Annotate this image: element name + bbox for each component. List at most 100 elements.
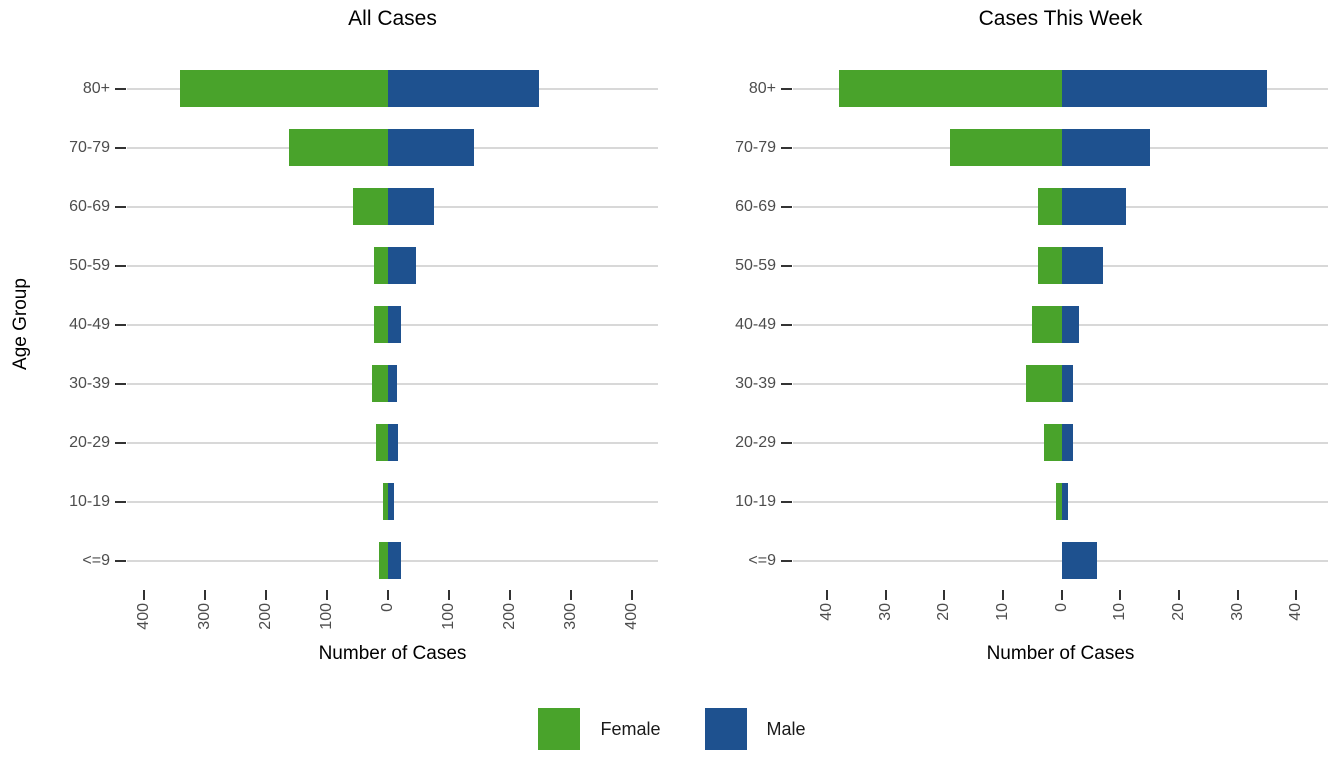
x-tick-label: 300 [562,603,580,630]
x-tick-mark [204,590,207,600]
legend-swatch-male [704,708,747,750]
x-tick-mark [1295,590,1298,600]
x-tick-mark [631,590,634,600]
bar-male-10-19 [1061,483,1068,520]
y-tick-mark [115,441,126,444]
y-tick-label: 70-79 [69,138,110,156]
y-axis-ticks-cases-this-week [781,59,792,590]
y-tick-label: 60-69 [69,197,110,215]
plot-area-cases-this-week [793,59,1328,590]
y-tick-label: 70-79 [735,138,776,156]
y-tick-mark [781,205,792,208]
x-tick-mark [1060,590,1063,600]
panel-title-all-cases: All Cases [348,7,437,30]
y-tick-mark [115,500,126,503]
y-tick-mark [115,87,126,90]
y-tick-label: 30-39 [69,374,110,392]
y-tick-mark [781,146,792,149]
y-tick-label: <=9 [82,551,110,569]
y-tick-label: 50-59 [735,256,776,274]
y-tick-mark [115,323,126,326]
x-tick-mark [1002,590,1004,600]
x-tick-mark [943,590,946,600]
y-axis-ticks-all-cases [115,59,126,590]
x-axis-ticks-cases-this-week [793,590,1328,600]
y-tick-label: 80+ [748,79,776,97]
bar-female-20-29 [376,424,389,461]
bar-female-70-79 [288,129,389,166]
bar-female-50-59 [373,247,389,284]
y-tick-mark [781,87,792,90]
y-tick-label: 80+ [82,79,110,97]
legend-item-male: Male [704,708,806,750]
bar-female-30-39 [372,365,389,402]
bar-female-10-19 [1055,483,1062,520]
bar-male-<=9 [1061,542,1097,579]
bar-male-<=9 [388,542,402,579]
bar-female-80+ [180,70,389,107]
y-tick-mark [781,264,792,267]
y-tick-mark [115,146,126,149]
bar-female-80+ [838,70,1062,107]
x-tick-label: 20 [935,603,953,621]
x-tick-mark [1236,590,1239,600]
bar-female-30-39 [1026,365,1062,402]
y-axis-labels-cases-this-week: 80+ 70-79 60-69 50-59 40-49 30-39 20-29 10-19 <=… [681,59,776,590]
x-tick-label: 400 [135,603,153,630]
y-tick-label: 30-39 [735,374,776,392]
y-tick-mark [115,264,126,267]
bar-female-20-29 [1044,424,1062,461]
bar-female-70-79 [950,129,1062,166]
y-axis-labels-all-cases: 80+ 70-79 60-69 50-59 40-49 30-39 20-29 10-19 <=… [15,59,110,590]
x-tick-label: 10 [1111,603,1129,621]
y-tick-label: 20-29 [735,433,776,451]
bar-male-70-79 [1061,129,1150,166]
panel-title-cases-this-week: Cases This Week [978,7,1143,30]
bar-male-20-29 [388,424,398,461]
x-tick-label: 300 [196,603,214,630]
bar-male-70-79 [388,129,474,166]
x-tick-label: 30 [876,603,894,621]
x-axis-ticks-all-cases [127,590,658,600]
y-tick-label: 50-59 [69,256,110,274]
x-tick-label: 100 [318,603,336,630]
panel-all-cases: All Cases 80+ 70-79 60-69 50-59 40-49 30-39 20… [15,7,658,664]
plot-area-all-cases [127,59,658,590]
x-tick-label: 40 [818,603,836,621]
panel-cases-this-week: Cases This Week 80+ 70-79 60-69 50-59 40-49 3… [672,0,1344,768]
x-tick-label: 400 [623,603,641,630]
x-tick-mark [448,590,451,600]
x-tick-label: 0 [1052,603,1070,612]
bar-female-10-19 [382,483,389,520]
legend-label-female: Female [600,718,661,739]
bar-male-30-39 [1061,365,1074,402]
y-tick-label: 60-69 [735,197,776,215]
y-tick-mark [115,382,126,385]
legend: Female Male [0,706,1344,752]
x-tick-mark [826,590,829,600]
bar-male-80+ [1061,70,1267,107]
bar-female-60-69 [352,188,389,225]
y-tick-mark [781,441,792,444]
bar-female-40-49 [373,306,389,343]
y-tick-label: 20-29 [69,433,110,451]
bar-male-50-59 [1061,247,1103,284]
bar-female-40-49 [1032,306,1062,343]
x-tick-label: 0 [379,603,397,612]
legend-swatch-female [538,708,581,750]
x-tick-mark [143,590,146,600]
bar-male-40-49 [1061,306,1080,343]
legend-label-male: Male [766,718,806,739]
x-tick-mark [884,590,887,600]
bar-male-40-49 [388,306,402,343]
x-axis-title-all-cases: Number of Cases [318,643,467,664]
y-tick-mark [781,323,792,326]
x-axis-title-cases-this-week: Number of Cases [986,643,1135,664]
gridline [793,559,1328,562]
bar-male-60-69 [1061,188,1127,225]
x-tick-label: 200 [501,603,519,630]
bar-male-80+ [388,70,539,107]
y-tick-label: <=9 [748,551,776,569]
x-tick-label: 30 [1228,603,1246,621]
